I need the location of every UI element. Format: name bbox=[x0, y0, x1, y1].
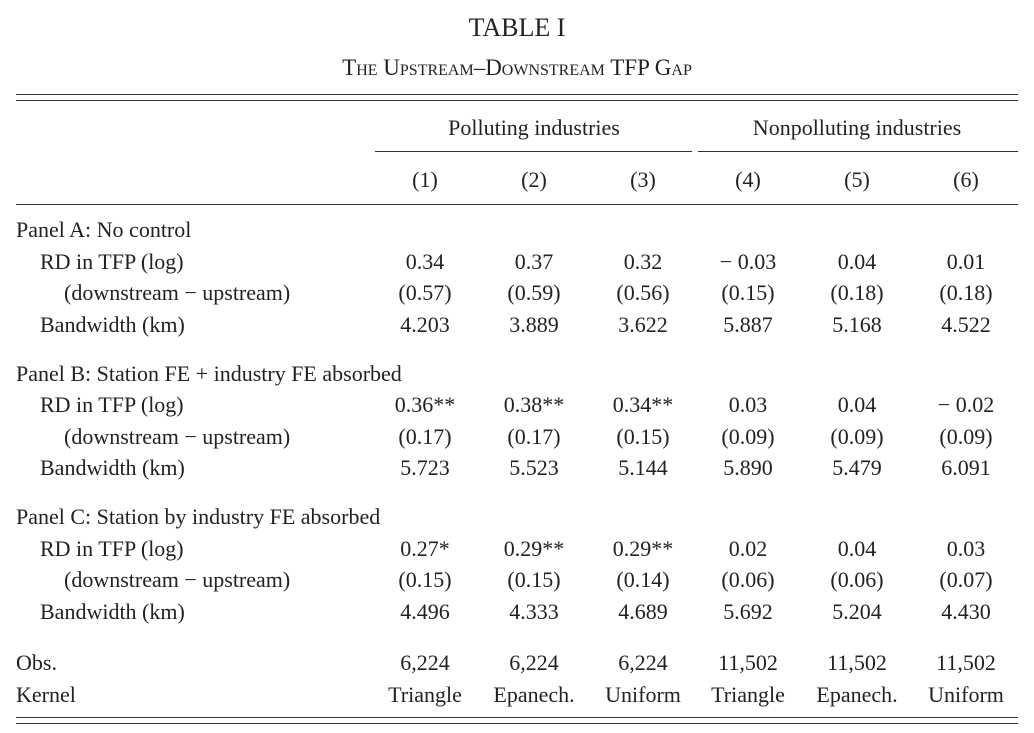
cell: 6,224 bbox=[509, 650, 559, 675]
cell: 0.38** bbox=[503, 392, 565, 417]
table-subtitle: The Upstream–Downstream TFP Gap bbox=[342, 55, 692, 80]
panel-title: Panel B: Station FE + industry FE absorb… bbox=[16, 360, 402, 386]
cell: (0.15) bbox=[616, 423, 670, 449]
cell: 0.36** bbox=[394, 392, 456, 417]
cell: 6,224 bbox=[618, 650, 668, 675]
column-header: (2) bbox=[521, 167, 547, 192]
cell: 4.430 bbox=[941, 598, 991, 624]
cell: 0.04 bbox=[837, 535, 877, 561]
row-label: Kernel bbox=[16, 682, 76, 707]
panel-title: Panel C: Station by industry FE absorbed bbox=[16, 504, 381, 529]
cell: 3.889 bbox=[509, 311, 559, 337]
group-rule bbox=[698, 151, 1018, 152]
cell: 5.692 bbox=[723, 598, 773, 624]
top-rule bbox=[16, 94, 1018, 95]
cell: 0.04 bbox=[837, 392, 877, 417]
cell: 5.168 bbox=[832, 311, 882, 337]
cell: (0.14) bbox=[616, 567, 670, 592]
cell: (0.59) bbox=[507, 280, 561, 305]
row-label: RD in TFP (log) bbox=[40, 248, 184, 274]
cell: − 0.02 bbox=[937, 392, 995, 417]
cell: (0.07) bbox=[939, 567, 993, 592]
cell: (0.06) bbox=[721, 567, 775, 592]
cell: 0.03 bbox=[946, 535, 986, 561]
cell: 0.34** bbox=[612, 392, 674, 417]
cell: Uniform bbox=[605, 682, 681, 707]
cell: 0.34 bbox=[405, 248, 445, 274]
cell: (0.17) bbox=[507, 423, 561, 449]
row-label: (downstream − upstream) bbox=[64, 423, 291, 449]
cell: 0.37 bbox=[514, 248, 554, 274]
cell: 5.723 bbox=[400, 455, 450, 480]
cell: (0.09) bbox=[830, 423, 884, 449]
cell: 11,502 bbox=[936, 650, 996, 675]
bottom-rule bbox=[16, 717, 1018, 718]
cell: (0.56) bbox=[616, 280, 670, 305]
panel-title: Panel A: No control bbox=[16, 217, 192, 242]
row-label: (downstream − upstream) bbox=[64, 280, 291, 305]
header-rule bbox=[16, 204, 1018, 205]
cell: (0.15) bbox=[507, 567, 561, 592]
cell: (0.15) bbox=[398, 567, 452, 592]
cell: (0.09) bbox=[939, 423, 993, 449]
cell: 0.29** bbox=[612, 535, 674, 561]
cell: 5.887 bbox=[723, 311, 773, 337]
cell: 0.29** bbox=[503, 535, 565, 561]
cell: 0.01 bbox=[946, 248, 986, 274]
cell: 5.479 bbox=[832, 455, 882, 480]
cell: (0.18) bbox=[939, 280, 993, 305]
cell: 5.144 bbox=[618, 455, 668, 480]
top-rule bbox=[16, 100, 1018, 101]
cell: (0.06) bbox=[830, 567, 884, 592]
row-label: Obs. bbox=[16, 650, 57, 675]
cell: 4.496 bbox=[400, 598, 450, 624]
column-header: (1) bbox=[412, 167, 438, 192]
row-label: RD in TFP (log) bbox=[40, 392, 184, 417]
cell: Uniform bbox=[928, 682, 1004, 707]
cell: 11,502 bbox=[718, 650, 778, 675]
column-group: Nonpolluting industries bbox=[752, 115, 962, 140]
column-header: (4) bbox=[735, 167, 761, 192]
row-label: RD in TFP (log) bbox=[40, 535, 184, 561]
cell: (0.09) bbox=[721, 423, 775, 449]
cell: (0.18) bbox=[830, 280, 884, 305]
cell: 4.522 bbox=[941, 311, 991, 337]
cell: − 0.03 bbox=[719, 248, 777, 274]
table-title: TABLE I bbox=[468, 13, 566, 42]
cell: 5.523 bbox=[509, 455, 559, 480]
cell: 4.333 bbox=[509, 598, 559, 624]
cell: 0.32 bbox=[623, 248, 663, 274]
column-header: (5) bbox=[844, 167, 870, 192]
cell: (0.57) bbox=[398, 280, 452, 305]
cell: Epanech. bbox=[816, 682, 898, 707]
row-label: Bandwidth (km) bbox=[40, 455, 185, 480]
cell: 6.091 bbox=[941, 455, 991, 480]
cell: 4.689 bbox=[618, 598, 668, 624]
cell: Triangle bbox=[388, 682, 462, 707]
cell: 6,224 bbox=[400, 650, 450, 675]
row-label: Bandwidth (km) bbox=[40, 311, 185, 337]
column-header: (6) bbox=[953, 167, 979, 192]
column-header: (3) bbox=[630, 167, 656, 192]
cell: (0.15) bbox=[721, 280, 775, 305]
cell: 0.04 bbox=[837, 248, 877, 274]
cell: Epanech. bbox=[493, 682, 575, 707]
row-label: Bandwidth (km) bbox=[40, 598, 185, 624]
cell: 5.890 bbox=[723, 455, 773, 480]
cell: 11,502 bbox=[827, 650, 887, 675]
cell: 0.03 bbox=[728, 392, 768, 417]
bottom-rule bbox=[16, 723, 1018, 724]
cell: 5.204 bbox=[832, 598, 882, 624]
cell: (0.17) bbox=[398, 423, 452, 449]
cell: 0.27* bbox=[400, 535, 450, 561]
cell: 0.02 bbox=[728, 535, 768, 561]
cell: Triangle bbox=[711, 682, 785, 707]
cell: 3.622 bbox=[618, 311, 668, 337]
column-group: Polluting industries bbox=[448, 115, 620, 140]
cell: 4.203 bbox=[400, 311, 450, 337]
group-rule bbox=[375, 151, 692, 152]
row-label: (downstream − upstream) bbox=[64, 567, 291, 592]
